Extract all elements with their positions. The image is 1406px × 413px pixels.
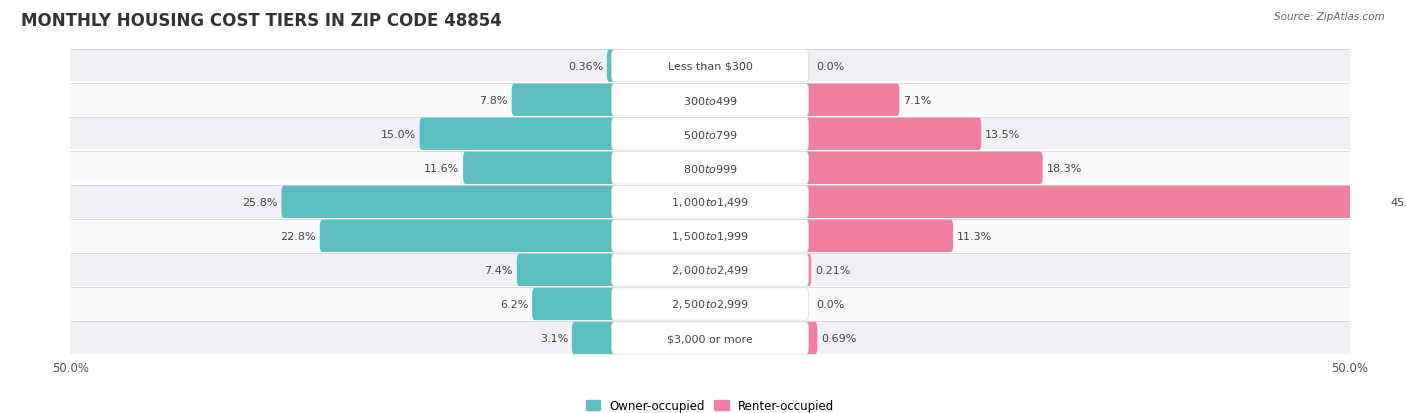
FancyBboxPatch shape: [612, 322, 808, 354]
FancyBboxPatch shape: [803, 118, 981, 151]
FancyBboxPatch shape: [70, 221, 1350, 252]
FancyBboxPatch shape: [803, 322, 817, 354]
FancyBboxPatch shape: [572, 322, 617, 354]
Text: 22.8%: 22.8%: [280, 231, 316, 241]
Text: $2,500 to $2,999: $2,500 to $2,999: [671, 298, 749, 311]
Text: $1,500 to $1,999: $1,500 to $1,999: [671, 230, 749, 243]
FancyBboxPatch shape: [70, 85, 1350, 116]
Text: 11.6%: 11.6%: [425, 164, 460, 173]
Text: 15.0%: 15.0%: [381, 129, 416, 140]
Text: $800 to $999: $800 to $999: [682, 162, 738, 174]
FancyBboxPatch shape: [803, 186, 1386, 218]
Text: 6.2%: 6.2%: [501, 299, 529, 309]
FancyBboxPatch shape: [607, 50, 617, 83]
FancyBboxPatch shape: [533, 288, 617, 320]
Text: Source: ZipAtlas.com: Source: ZipAtlas.com: [1274, 12, 1385, 22]
Text: 7.4%: 7.4%: [485, 265, 513, 275]
FancyBboxPatch shape: [70, 119, 1350, 150]
Text: 0.0%: 0.0%: [817, 299, 845, 309]
Text: $500 to $799: $500 to $799: [682, 128, 738, 140]
Text: 0.0%: 0.0%: [817, 62, 845, 71]
Text: 7.1%: 7.1%: [903, 95, 932, 105]
FancyBboxPatch shape: [419, 118, 617, 151]
Text: $1,000 to $1,499: $1,000 to $1,499: [671, 196, 749, 209]
FancyBboxPatch shape: [281, 186, 617, 218]
FancyBboxPatch shape: [612, 254, 808, 286]
Text: 0.21%: 0.21%: [815, 265, 851, 275]
FancyBboxPatch shape: [612, 50, 808, 83]
Text: $2,000 to $2,499: $2,000 to $2,499: [671, 264, 749, 277]
FancyBboxPatch shape: [803, 254, 811, 286]
FancyBboxPatch shape: [70, 323, 1350, 354]
FancyBboxPatch shape: [319, 220, 617, 252]
Text: 11.3%: 11.3%: [957, 231, 993, 241]
Text: 13.5%: 13.5%: [986, 129, 1021, 140]
FancyBboxPatch shape: [70, 187, 1350, 218]
FancyBboxPatch shape: [70, 51, 1350, 82]
Text: MONTHLY HOUSING COST TIERS IN ZIP CODE 48854: MONTHLY HOUSING COST TIERS IN ZIP CODE 4…: [21, 12, 502, 30]
FancyBboxPatch shape: [803, 220, 953, 252]
Legend: Owner-occupied, Renter-occupied: Owner-occupied, Renter-occupied: [581, 394, 839, 413]
FancyBboxPatch shape: [612, 186, 808, 218]
Text: 25.8%: 25.8%: [242, 197, 277, 207]
FancyBboxPatch shape: [517, 254, 617, 286]
FancyBboxPatch shape: [612, 220, 808, 252]
Text: Less than $300: Less than $300: [668, 62, 752, 71]
Text: 0.69%: 0.69%: [821, 333, 856, 343]
FancyBboxPatch shape: [512, 84, 617, 116]
Text: 7.8%: 7.8%: [479, 95, 508, 105]
Text: 18.3%: 18.3%: [1046, 164, 1081, 173]
FancyBboxPatch shape: [70, 255, 1350, 286]
FancyBboxPatch shape: [70, 153, 1350, 184]
Text: 3.1%: 3.1%: [540, 333, 568, 343]
FancyBboxPatch shape: [803, 84, 900, 116]
FancyBboxPatch shape: [612, 152, 808, 185]
FancyBboxPatch shape: [612, 84, 808, 116]
FancyBboxPatch shape: [70, 289, 1350, 320]
Text: $300 to $499: $300 to $499: [682, 95, 738, 107]
FancyBboxPatch shape: [803, 152, 1043, 185]
FancyBboxPatch shape: [463, 152, 617, 185]
Text: 0.36%: 0.36%: [568, 62, 603, 71]
FancyBboxPatch shape: [612, 118, 808, 151]
FancyBboxPatch shape: [612, 288, 808, 320]
Text: $3,000 or more: $3,000 or more: [668, 333, 752, 343]
Text: 45.2%: 45.2%: [1391, 197, 1406, 207]
